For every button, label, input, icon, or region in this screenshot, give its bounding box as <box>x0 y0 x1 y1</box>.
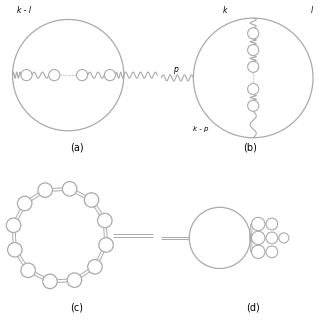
Text: p: p <box>172 65 177 74</box>
Text: (b): (b) <box>244 142 257 152</box>
Text: k: k <box>223 5 228 14</box>
Text: (c): (c) <box>70 302 83 312</box>
Circle shape <box>21 263 36 277</box>
Circle shape <box>88 260 102 274</box>
Circle shape <box>252 245 265 259</box>
Circle shape <box>248 28 259 39</box>
Circle shape <box>76 69 88 81</box>
Text: k - l: k - l <box>17 5 31 14</box>
Circle shape <box>248 44 259 56</box>
Circle shape <box>99 238 113 252</box>
Circle shape <box>67 273 82 287</box>
Circle shape <box>266 218 278 230</box>
Circle shape <box>279 233 289 243</box>
Circle shape <box>248 61 259 72</box>
Circle shape <box>248 100 259 111</box>
Text: l: l <box>311 5 313 14</box>
Circle shape <box>98 213 112 228</box>
Circle shape <box>62 182 77 196</box>
Circle shape <box>38 183 52 197</box>
Text: (a): (a) <box>70 142 83 152</box>
Circle shape <box>17 196 32 211</box>
Text: (d): (d) <box>246 302 260 312</box>
Circle shape <box>266 232 278 244</box>
Text: k - p: k - p <box>193 126 208 132</box>
Circle shape <box>21 69 32 81</box>
Circle shape <box>266 246 278 258</box>
Circle shape <box>8 243 22 257</box>
Circle shape <box>43 274 57 289</box>
Circle shape <box>252 217 265 231</box>
Circle shape <box>49 69 60 81</box>
Circle shape <box>248 84 259 95</box>
Circle shape <box>84 193 99 207</box>
Circle shape <box>104 69 116 81</box>
Circle shape <box>6 218 21 233</box>
Circle shape <box>252 231 265 244</box>
